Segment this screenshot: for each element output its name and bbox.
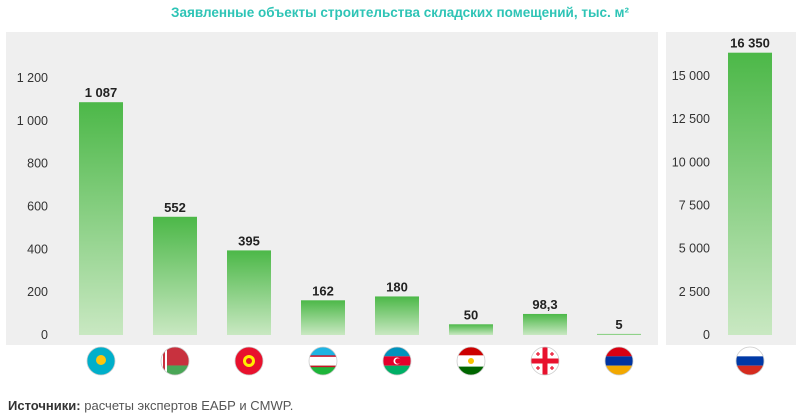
bar xyxy=(375,296,419,335)
source-label: Источники: xyxy=(8,398,81,413)
left-y-tick-label: 1 200 xyxy=(17,71,48,85)
bar xyxy=(728,52,772,335)
right-y-tick-label: 15 000 xyxy=(672,69,710,83)
right-y-tick-label: 7 500 xyxy=(679,199,710,213)
armenia-flag xyxy=(604,346,634,376)
left-y-tick-label: 600 xyxy=(27,200,48,214)
right-y-tick-label: 5 000 xyxy=(679,242,710,256)
source-note: Источники: расчеты экспертов ЕАБР и CMWP… xyxy=(8,398,293,413)
right-y-tick-label: 10 000 xyxy=(672,155,710,169)
right-y-tick-label: 2 500 xyxy=(679,285,710,299)
uzbekistan-flag xyxy=(308,346,338,376)
tajikistan-flag xyxy=(456,346,486,376)
georgia-flag xyxy=(530,346,560,376)
kyrgyzstan-flag xyxy=(234,346,264,376)
bar xyxy=(449,324,493,335)
left-y-tick-label: 800 xyxy=(27,157,48,171)
left-y-tick-label: 400 xyxy=(27,242,48,256)
bar-value-label: 98,3 xyxy=(532,297,557,312)
source-text: расчеты экспертов ЕАБР и CMWP. xyxy=(84,398,294,413)
left-y-tick-label: 1 000 xyxy=(17,114,48,128)
bar-value-label: 5 xyxy=(615,317,622,332)
bar xyxy=(523,313,567,335)
bar xyxy=(227,250,271,335)
bar xyxy=(301,300,345,335)
left-y-tick-label: 200 xyxy=(27,285,48,299)
left-y-tick-label: 0 xyxy=(41,328,48,342)
chart-title: Заявленные объекты строительства складск… xyxy=(170,5,629,20)
right-y-tick-label: 12 500 xyxy=(672,112,710,126)
bar xyxy=(153,216,197,335)
bar-value-label: 180 xyxy=(386,279,408,294)
kazakhstan-flag xyxy=(86,346,116,376)
bar-value-label: 16 350 xyxy=(730,36,770,51)
russia-flag xyxy=(735,346,765,376)
bar-value-label: 162 xyxy=(312,283,334,298)
bar-value-label: 552 xyxy=(164,200,186,215)
bar-value-label: 1 087 xyxy=(85,85,118,100)
right-y-tick-label: 0 xyxy=(703,328,710,342)
bar xyxy=(79,102,123,335)
bar xyxy=(597,333,641,335)
bar-value-label: 395 xyxy=(238,233,260,248)
bar-value-label: 50 xyxy=(464,307,478,322)
belarus-flag xyxy=(160,346,190,376)
azerbaijan-flag xyxy=(382,346,412,376)
